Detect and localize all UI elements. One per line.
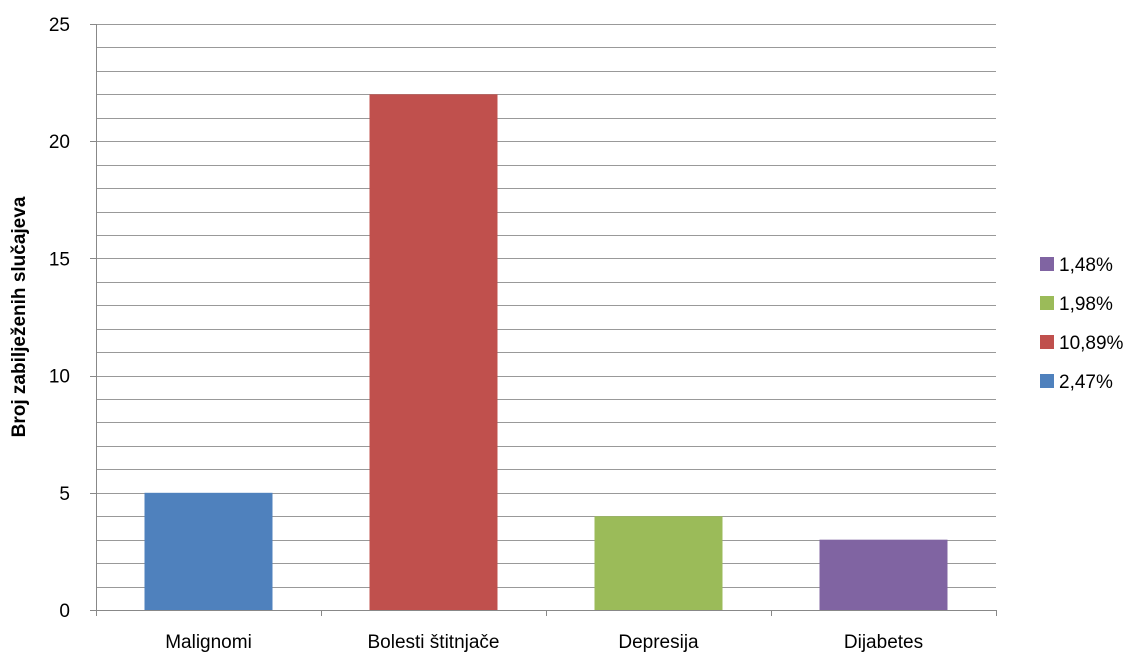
bar-malignomi xyxy=(144,492,273,610)
legend-swatch xyxy=(1040,374,1054,388)
bar-depresija xyxy=(594,516,723,610)
y-tick-label-25: 25 xyxy=(49,15,70,36)
y-tick-label-15: 15 xyxy=(49,249,70,270)
y-tick-label-20: 20 xyxy=(49,132,70,153)
x-category-label: Malignomi xyxy=(165,632,252,653)
y-tick-label-0: 0 xyxy=(59,601,70,622)
bar-bolesti-štitnjače xyxy=(369,94,498,610)
y-tick-labels: 0 5 10 15 20 25 xyxy=(49,15,70,622)
x-category-label: Depresija xyxy=(618,632,699,653)
legend-label: 1,98% xyxy=(1059,294,1113,315)
bars xyxy=(144,94,948,610)
legend-swatch xyxy=(1040,257,1054,271)
legend: 1,48% 1,98% 10,89% 2,47% xyxy=(1040,255,1124,393)
x-category-label: Dijabetes xyxy=(844,632,923,653)
axes xyxy=(90,24,997,616)
y-tick-label-5: 5 xyxy=(59,484,70,505)
bar-dijabetes xyxy=(819,539,948,610)
y-axis-title: Broj zabilježenih slučajeva xyxy=(9,196,30,437)
legend-label: 2,47% xyxy=(1059,372,1113,393)
legend-swatch xyxy=(1040,296,1054,310)
legend-label: 10,89% xyxy=(1059,333,1124,354)
x-category-label: Bolesti štitnjače xyxy=(367,632,499,653)
gridlines xyxy=(96,24,996,588)
legend-label: 1,48% xyxy=(1059,255,1113,276)
legend-swatch xyxy=(1040,335,1054,349)
x-category-labels: Malignomi Bolesti štitnjače Depresija Dijab… xyxy=(165,632,923,653)
y-tick-label-10: 10 xyxy=(49,367,70,388)
